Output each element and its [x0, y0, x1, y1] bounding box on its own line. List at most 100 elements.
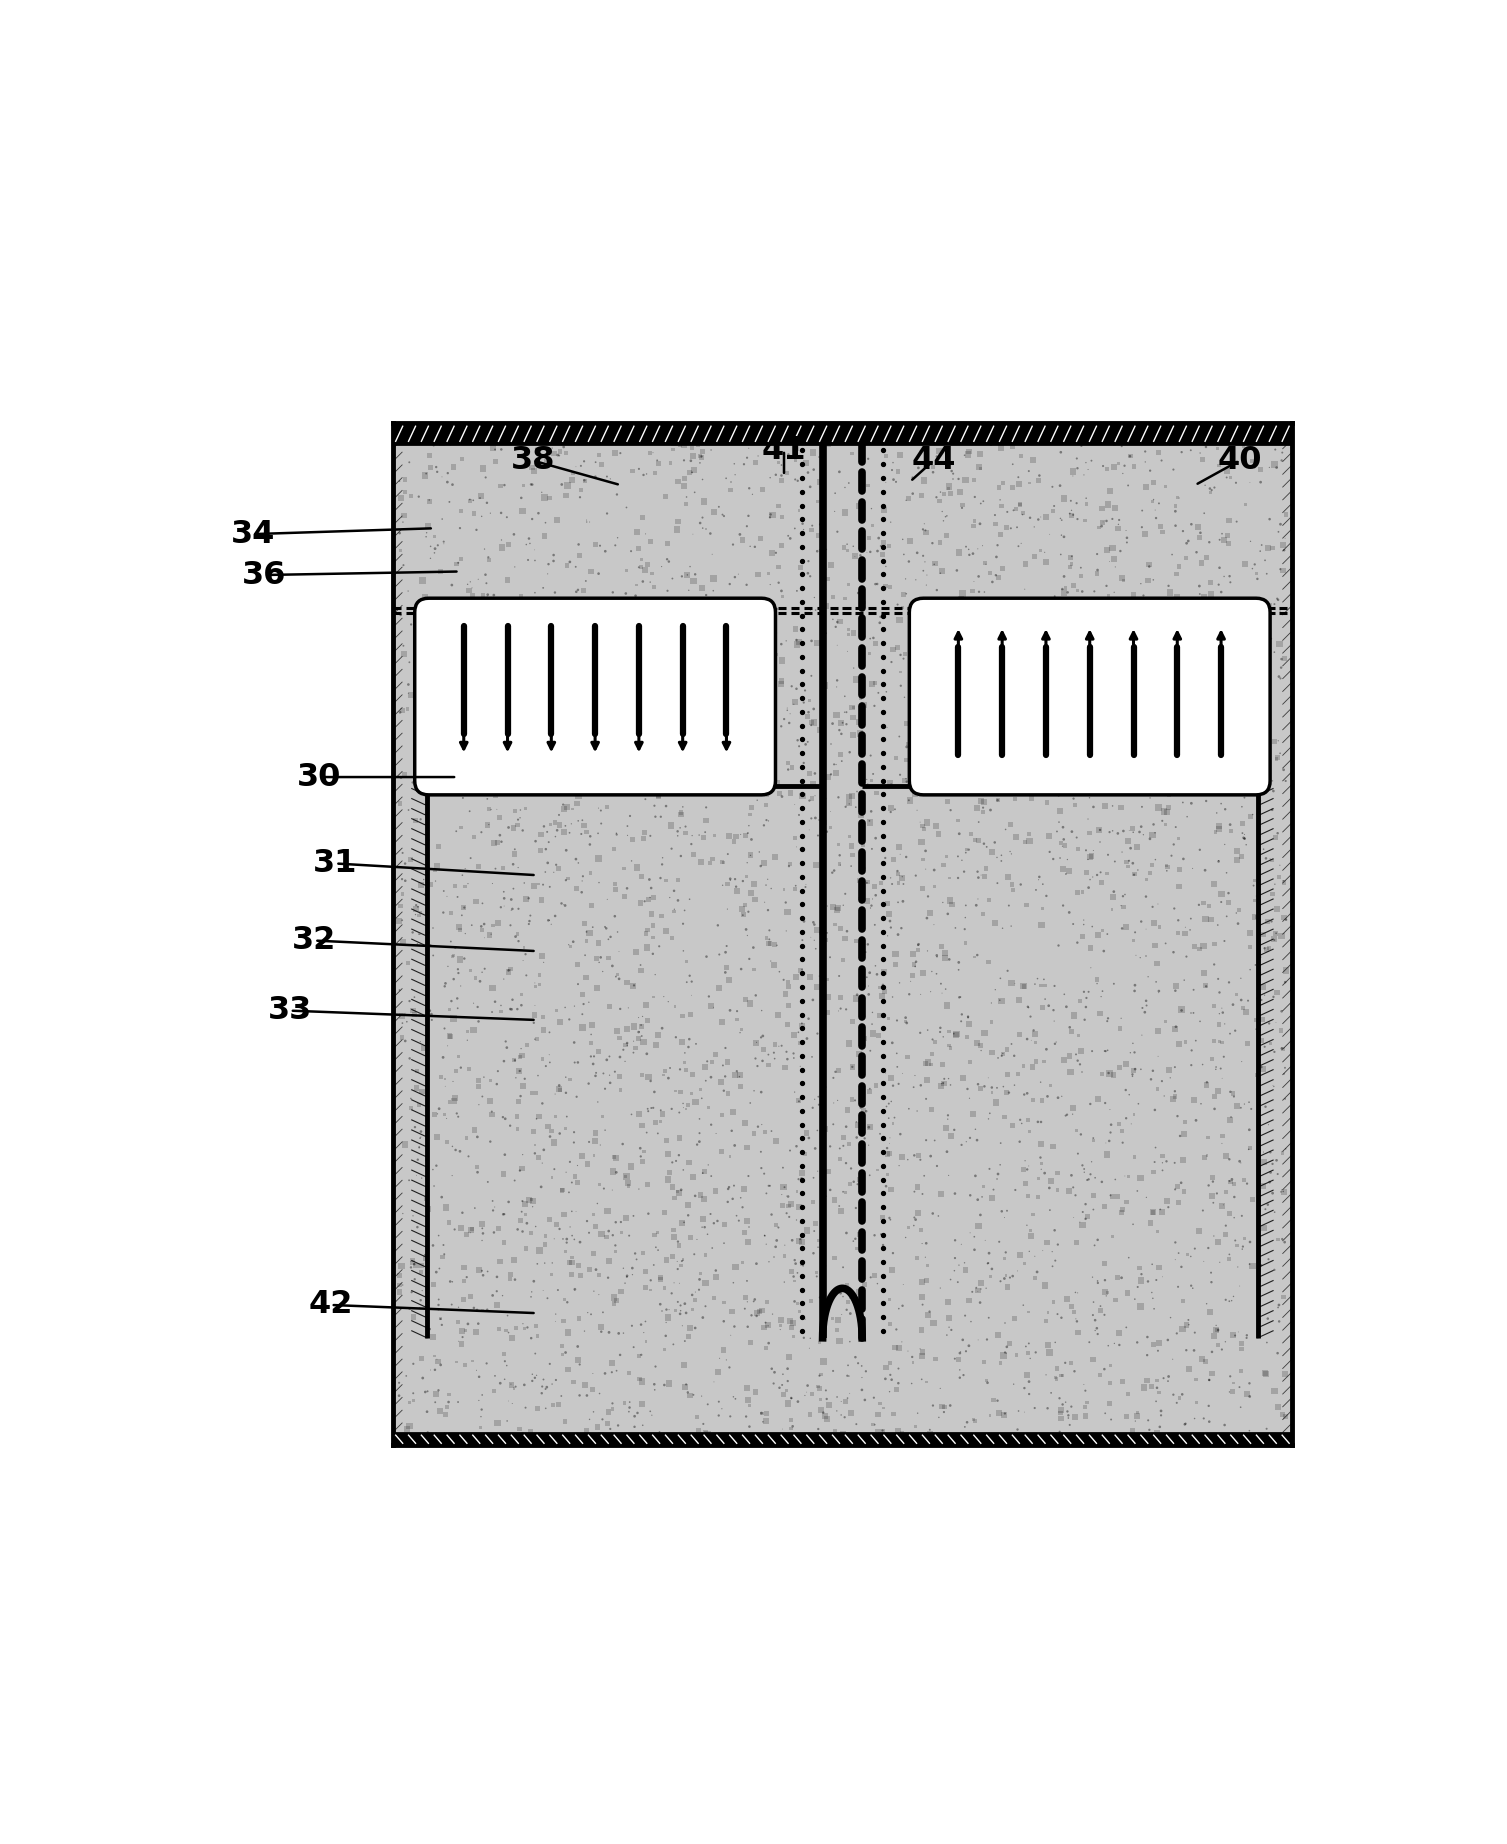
Point [1230, 791, 1254, 821]
Point [1071, 1154, 1096, 1184]
Point [879, 1348, 903, 1377]
Point [915, 570, 939, 599]
Point [743, 1377, 767, 1407]
Point [946, 1250, 971, 1280]
Point [663, 1184, 687, 1213]
Point [841, 693, 865, 723]
Point [785, 1206, 809, 1235]
Point [966, 808, 990, 837]
Point [907, 741, 931, 771]
Point [898, 526, 922, 555]
Point [1084, 1164, 1108, 1193]
Point [939, 1390, 963, 1420]
Point [387, 467, 411, 496]
Point [772, 964, 796, 994]
Point [1115, 778, 1139, 808]
Point [482, 422, 506, 452]
Point [1058, 738, 1082, 767]
Point [1207, 553, 1231, 583]
Point [466, 1158, 490, 1188]
Point [633, 734, 657, 763]
Point [915, 561, 939, 590]
Point [1047, 808, 1071, 837]
Point [1224, 468, 1248, 498]
Point [1231, 822, 1255, 852]
Point [936, 900, 960, 929]
Point [895, 1042, 919, 1071]
Point [1233, 784, 1257, 813]
Point [1239, 695, 1263, 725]
Point [601, 780, 625, 810]
Point [928, 1180, 952, 1210]
Point [1212, 760, 1236, 789]
Point [865, 959, 889, 988]
Point [737, 1212, 761, 1241]
Point [1163, 1175, 1188, 1204]
Point [986, 786, 1010, 815]
Point [705, 911, 729, 940]
Point [1011, 430, 1035, 459]
Point [527, 1103, 552, 1132]
Point [964, 940, 989, 970]
Point [714, 953, 738, 983]
Point [1127, 415, 1151, 444]
Point [913, 621, 937, 651]
Point [934, 502, 958, 531]
Point [770, 1031, 794, 1060]
Point [1115, 527, 1139, 557]
Point [1227, 894, 1251, 924]
Point [922, 1125, 946, 1154]
Point [981, 655, 1005, 684]
Point [882, 465, 906, 494]
Point [612, 625, 636, 655]
Point [915, 597, 939, 627]
Point [788, 1029, 812, 1058]
Point [1108, 1318, 1132, 1348]
Point [1177, 526, 1201, 555]
Point [1020, 596, 1044, 625]
Point [401, 1350, 425, 1379]
Point [707, 1401, 731, 1431]
Point [761, 500, 785, 529]
Point [946, 948, 971, 977]
Point [1014, 741, 1038, 771]
Point [637, 883, 662, 913]
Point [1204, 1055, 1228, 1084]
Point [725, 996, 749, 1025]
Point [719, 1401, 743, 1431]
Point [924, 483, 948, 513]
Point [1192, 581, 1216, 610]
Point [674, 946, 698, 975]
Point [1136, 1405, 1160, 1435]
Point [437, 1379, 461, 1409]
Point [1207, 526, 1231, 555]
Point [862, 911, 886, 940]
Point [574, 1416, 598, 1446]
Point [901, 1348, 925, 1377]
Point [1206, 680, 1230, 710]
Point [1078, 751, 1102, 780]
Point [1100, 881, 1124, 911]
Point [1082, 835, 1106, 865]
Point [1174, 1409, 1198, 1438]
Point [823, 909, 847, 939]
Point [895, 1145, 919, 1175]
Point [912, 467, 936, 496]
Point [1091, 452, 1115, 481]
Point [729, 634, 754, 664]
Point [422, 727, 446, 756]
Point [420, 1322, 445, 1352]
Point [779, 1414, 803, 1444]
Point [656, 544, 680, 573]
Point [723, 865, 747, 894]
Point [903, 1411, 927, 1440]
Point [1002, 715, 1026, 745]
Point [942, 1256, 966, 1285]
Point [446, 1387, 470, 1416]
Point [558, 1147, 582, 1176]
Point [1207, 450, 1231, 479]
Point [957, 535, 981, 564]
Point [458, 955, 482, 985]
Point [1099, 616, 1123, 645]
Point [776, 990, 800, 1020]
